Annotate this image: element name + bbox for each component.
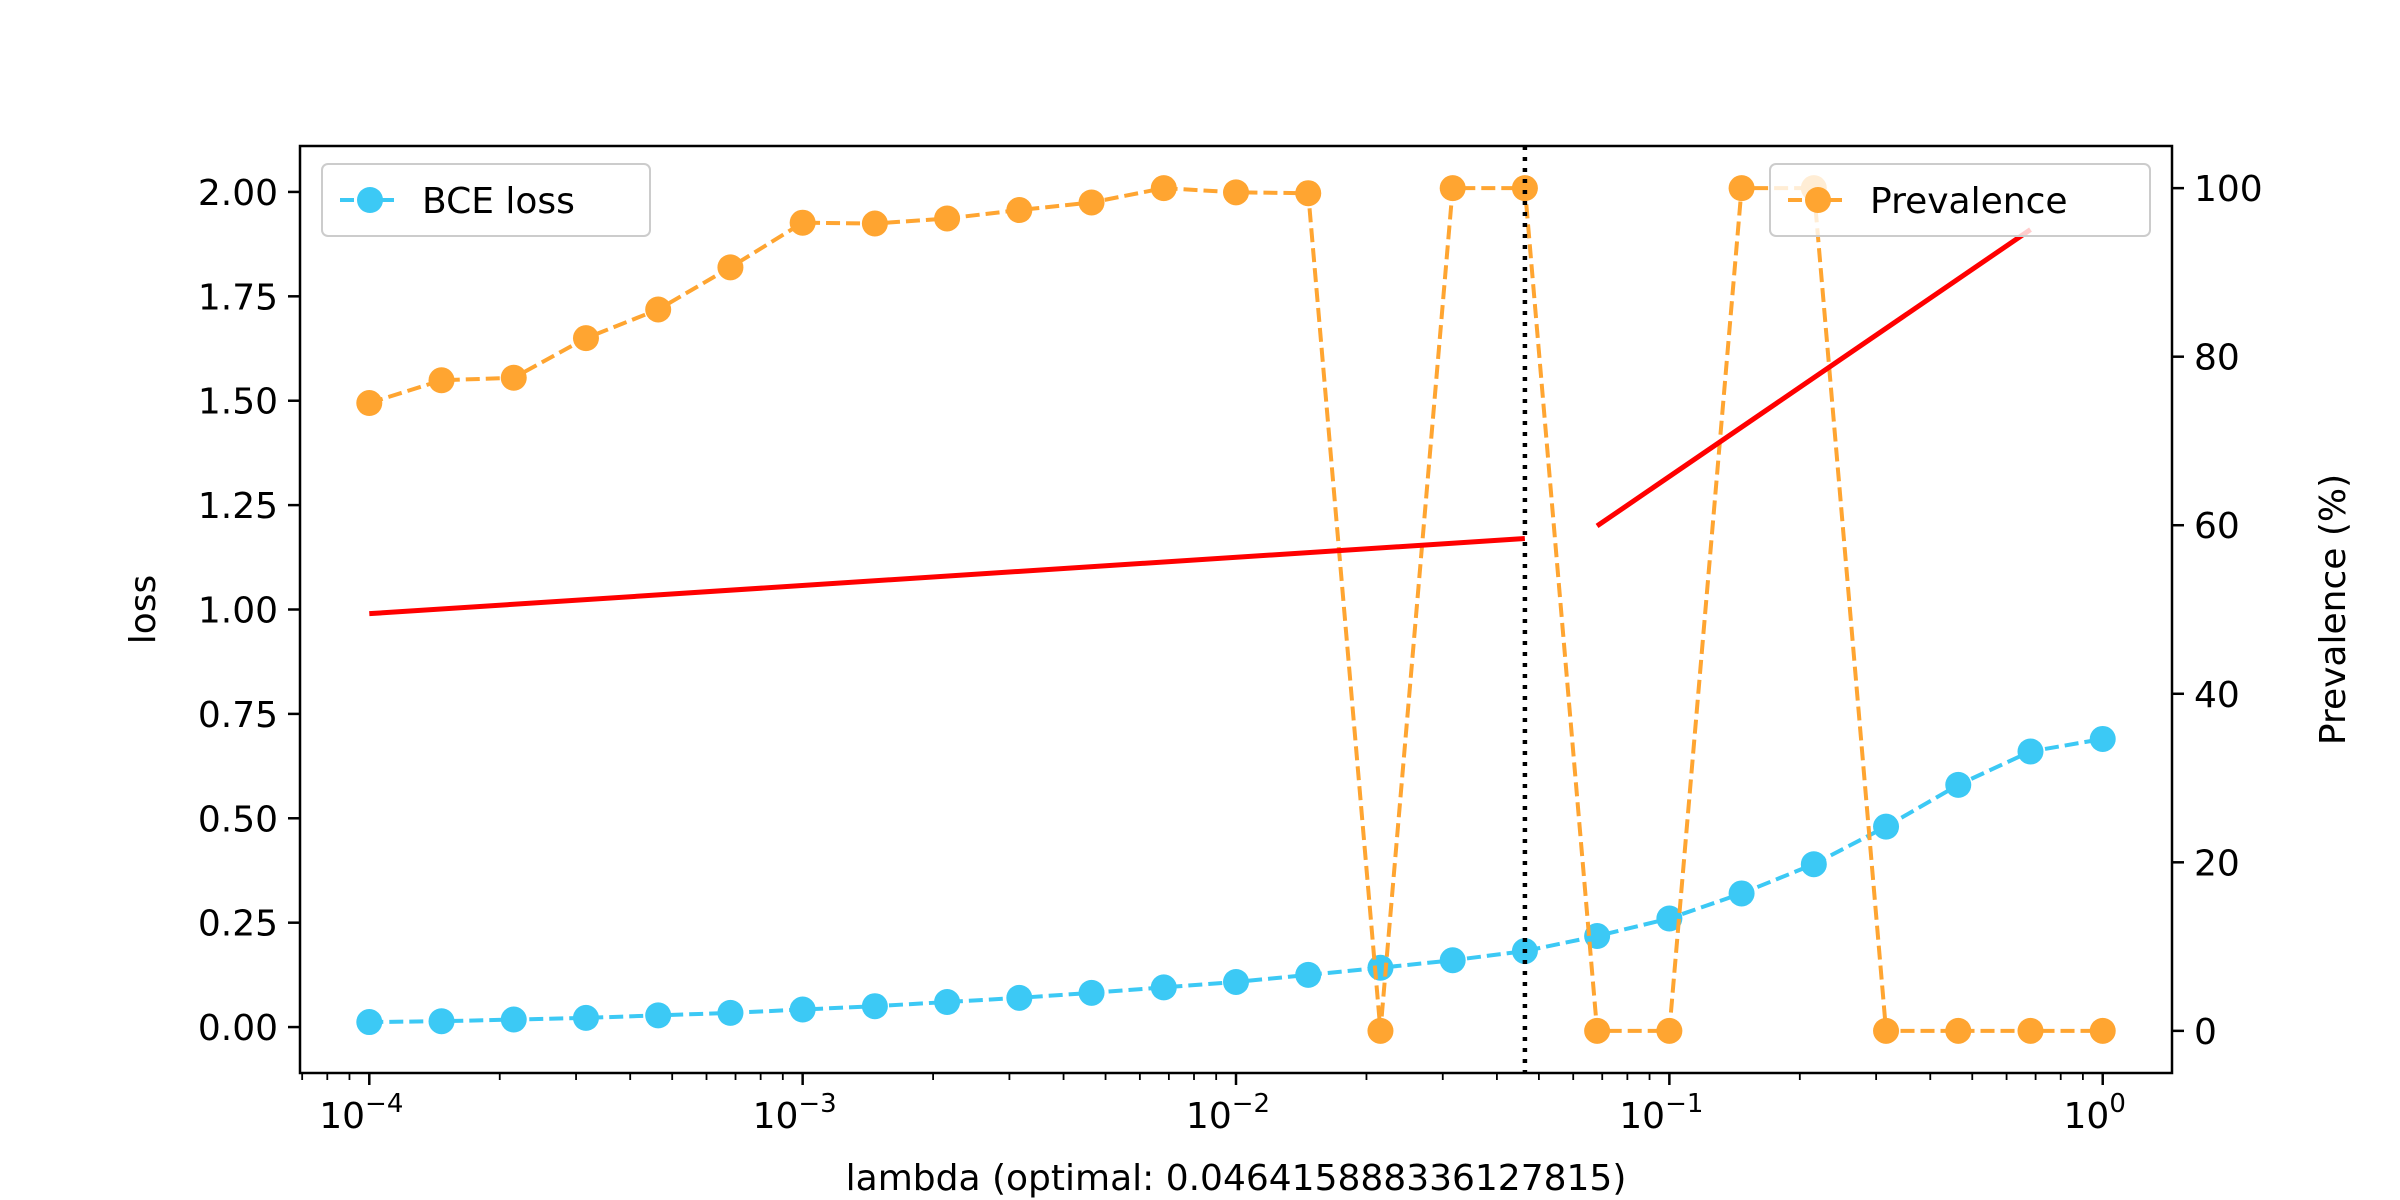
legend-box — [321, 163, 651, 237]
data-point-prevalence — [500, 364, 527, 391]
data-point-bce-loss — [1439, 947, 1466, 974]
data-point-prevalence — [1295, 180, 1322, 207]
data-point-prevalence — [645, 296, 672, 323]
data-point-bce-loss — [1873, 813, 1900, 840]
data-point-bce-loss — [1006, 984, 1033, 1011]
data-point-bce-loss — [428, 1008, 455, 1035]
data-point-prevalence — [572, 325, 599, 352]
data-point-bce-loss — [500, 1006, 527, 1033]
data-point-prevalence — [1078, 189, 1105, 216]
data-point-bce-loss — [861, 993, 888, 1020]
x-axis-label: lambda (optimal: 0.046415888336127815) — [846, 1158, 1627, 1199]
data-point-prevalence — [1006, 197, 1033, 224]
data-point-prevalence — [428, 367, 455, 394]
x-axis: 10−4 10−3 10−2 10−1 100 — [301, 1073, 2126, 1137]
x-tick-label: 10−2 — [1186, 1089, 1270, 1137]
x-tick-label: 100 — [2064, 1089, 2126, 1137]
data-point-bce-loss — [1656, 905, 1683, 932]
y-tick-label: 1.75 — [198, 277, 278, 318]
data-point-bce-loss — [645, 1002, 672, 1029]
legend-bce-loss: BCE loss — [321, 163, 651, 237]
data-point-prevalence — [1511, 175, 1538, 202]
y-tick-label: 1.25 — [198, 486, 278, 527]
plot-area — [356, 146, 2116, 1073]
y2-tick-label: 80 — [2194, 338, 2240, 379]
y-tick-label: 0.50 — [198, 799, 278, 840]
data-point-prevalence — [1656, 1017, 1683, 1044]
y-tick-label: 1.00 — [198, 591, 278, 632]
data-point-prevalence — [1223, 179, 1250, 206]
data-point-prevalence — [717, 254, 744, 281]
data-point-bce-loss — [789, 996, 816, 1023]
fit-line-segment — [369, 536, 1526, 617]
data-point-bce-loss — [1800, 851, 1827, 878]
y2-axis-label: Prevalence (%) — [2313, 474, 2354, 745]
y2-tick-label: 0 — [2194, 1012, 2217, 1053]
legend-label-prevalence: Prevalence — [1870, 181, 2068, 222]
data-point-bce-loss — [1945, 771, 1972, 798]
data-point-bce-loss — [717, 999, 744, 1026]
fit-line-segment — [1595, 227, 2032, 529]
x-tick-label: 10−3 — [753, 1089, 837, 1137]
legend-label-bce-loss: BCE loss — [422, 181, 575, 222]
data-point-bce-loss — [2089, 725, 2116, 752]
x-tick-label: 10−1 — [1619, 1089, 1703, 1137]
data-point-prevalence — [789, 209, 816, 236]
y-tick-label: 0.25 — [198, 904, 278, 945]
data-point-bce-loss — [1295, 961, 1322, 988]
data-point-prevalence — [2017, 1017, 2044, 1044]
data-point-prevalence — [861, 210, 888, 237]
y-tick-label: 0.00 — [198, 1008, 278, 1049]
data-point-prevalence — [356, 390, 383, 417]
y-tick-label: 2.00 — [198, 173, 278, 214]
data-point-prevalence — [2089, 1017, 2116, 1044]
data-point-bce-loss — [1367, 954, 1394, 981]
legend-prevalence: Prevalence — [1769, 163, 2151, 237]
series-line-prevalence — [368, 186, 2103, 1033]
data-point-prevalence — [1945, 1017, 1972, 1044]
y2-tick-label: 20 — [2194, 843, 2240, 884]
y-axis-right: 0 20 40 60 80 100 — [2172, 169, 2263, 1053]
data-point-prevalence — [1728, 175, 1755, 202]
data-point-prevalence — [1367, 1017, 1394, 1044]
legend-marker-prevalence — [1805, 187, 1831, 213]
data-point-bce-loss — [1078, 979, 1105, 1006]
plot-frame — [298, 144, 2174, 1075]
y2-tick-label: 100 — [2194, 169, 2263, 210]
data-point-prevalence — [1150, 175, 1177, 202]
data-point-bce-loss — [1223, 968, 1250, 995]
data-point-prevalence — [1439, 175, 1466, 202]
data-point-bce-loss — [356, 1009, 383, 1036]
data-point-prevalence — [934, 205, 961, 232]
data-point-prevalence — [1873, 1017, 1900, 1044]
data-point-prevalence — [1584, 1017, 1611, 1044]
data-point-bce-loss — [934, 989, 961, 1016]
legend-box — [1769, 163, 2151, 237]
legend-marker-bce-loss — [357, 187, 383, 213]
y2-tick-label: 60 — [2194, 506, 2240, 547]
y2-tick-label: 40 — [2194, 675, 2240, 716]
y-axis-left: 0.00 0.25 0.50 0.75 1.00 1.25 1.50 1.75 2.00 — [198, 173, 300, 1049]
data-point-bce-loss — [2017, 738, 2044, 765]
y-tick-label: 0.75 — [198, 695, 278, 736]
y-axis-label: loss — [123, 575, 164, 645]
data-point-bce-loss — [1728, 880, 1755, 907]
data-point-bce-loss — [1150, 974, 1177, 1001]
y-tick-label: 1.50 — [198, 382, 278, 423]
x-tick-label: 10−4 — [319, 1089, 403, 1137]
data-point-bce-loss — [572, 1004, 599, 1031]
